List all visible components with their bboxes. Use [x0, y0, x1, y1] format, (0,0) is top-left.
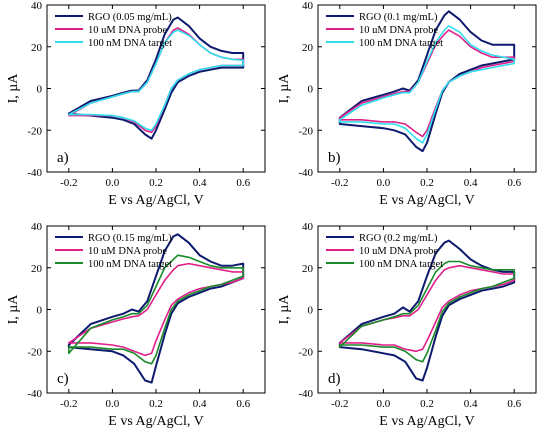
- panel-a-y-tick-label: 0: [37, 84, 43, 96]
- panel-c-x-tick-label: 0.0: [106, 398, 120, 410]
- panel-c-y-axis-label: I, µA: [6, 294, 21, 325]
- panel-a-legend-entry: RGO (0.05 mg/mL): [88, 12, 172, 23]
- panel-a-plot-area: -0.2 0.0 0.2 0.4 0.6 -40 -20 0 20 40: [27, 0, 266, 189]
- panel-d-x-tick-label: 0.0: [377, 398, 391, 410]
- panel-d-y-axis-label: I, µA: [277, 294, 292, 325]
- panel-d-y-tick-label: -20: [298, 346, 313, 358]
- panel-a-label: a): [57, 150, 69, 166]
- panel-c-y-tick-label: 40: [31, 221, 43, 233]
- panel-d-x-tick-label: 0.4: [464, 398, 478, 410]
- panel-a-series-line-3: [68, 29, 244, 132]
- panel-b-legend: RGO (0.1 mg/mL) 10 uM DNA probe 100 nM DNA…: [326, 12, 443, 49]
- panel-d-series-line-1: [338, 239, 516, 382]
- panel-a-x-axis-label: E vs Ag/AgCl, V: [108, 193, 203, 208]
- panel-c-y-tick-label: -40: [27, 388, 42, 400]
- panel-a-y-tick-label: -20: [27, 125, 42, 137]
- panel-d: -0.2 0.0 0.2 0.4 0.6 -40 -20 0 20 40 d) RGO (0.2 …: [277, 221, 537, 429]
- panel-d-x-axis-label: E vs Ag/AgCl, V: [379, 414, 474, 429]
- panel-c-label: c): [57, 371, 69, 387]
- panel-c-legend: RGO (0.15 mg/mL) 10 uM DNA probe 100 nM DN…: [55, 233, 172, 270]
- panel-d-y-tick-label: 40: [302, 221, 314, 233]
- panel-d-legend-entry: 100 nM DNA target: [359, 259, 443, 270]
- panel-c-series-line-3: [68, 254, 244, 365]
- panel-a-x-tick-label: -0.2: [60, 177, 77, 189]
- panel-c-x-tick-label: 0.6: [236, 398, 250, 410]
- panel-b-series-line-3: [339, 25, 515, 144]
- panel-d-series-line-3: [339, 260, 515, 363]
- panel-c-legend-entry: 100 nM DNA target: [88, 259, 172, 270]
- panel-d-y-tick-label: -40: [298, 388, 313, 400]
- panel-b-y-tick-label: 20: [302, 42, 314, 54]
- panel-b-y-tick-label: 40: [302, 0, 314, 12]
- panel-b-x-tick-label: -0.2: [331, 177, 348, 189]
- panel-d-y-tick-label: 20: [302, 263, 314, 275]
- panel-b-y-tick-label: -20: [298, 125, 313, 137]
- panel-b-legend-entry: 100 nM DNA target: [359, 38, 443, 49]
- panel-b-x-axis-label: E vs Ag/AgCl, V: [379, 193, 474, 208]
- panel-b-x-tick-label: 0.6: [507, 177, 521, 189]
- panel-c-x-tick-label: 0.4: [193, 398, 207, 410]
- panel-c-x-tick-label: -0.2: [60, 398, 77, 410]
- panel-c-x-tick-label: 0.2: [149, 398, 163, 410]
- panel-b-x-tick-label: 0.2: [420, 177, 434, 189]
- panel-c-legend-entry: RGO (0.15 mg/mL): [88, 233, 172, 244]
- panel-a-y-tick-label: 40: [31, 0, 43, 12]
- panel-d-legend-entry: 10 uM DNA probe: [359, 246, 438, 257]
- panel-c-x-axis-label: E vs Ag/AgCl, V: [108, 414, 203, 429]
- panel-b-y-tick-label: -40: [298, 167, 313, 179]
- panel-c-plot-area: -0.2 0.0 0.2 0.4 0.6 -40 -20 0 20 40: [27, 221, 266, 410]
- panel-c-y-tick-label: -20: [27, 346, 42, 358]
- panel-a-y-axis-label: I, µA: [6, 73, 21, 104]
- panel-a-y-tick-label: 20: [31, 42, 43, 54]
- panel-b-legend-entry: 10 uM DNA probe: [359, 25, 438, 36]
- panel-a-x-tick-label: 0.2: [149, 177, 163, 189]
- panel-d-legend: RGO (0.2 mg/mL) 10 uM DNA probe 100 nM DNA…: [326, 233, 443, 270]
- panel-a-x-tick-label: 0.4: [193, 177, 207, 189]
- panel-b-plot-area: -0.2 0.0 0.2 0.4 0.6 -40 -20 0 20 40: [298, 0, 537, 189]
- panel-b-y-tick-label: 0: [308, 84, 314, 96]
- panel-d-y-tick-label: 0: [308, 305, 314, 317]
- panel-a-legend-entry: 100 nM DNA target: [88, 38, 172, 49]
- panel-a-y-tick-label: -40: [27, 167, 42, 179]
- panel-b-x-tick-label: 0.4: [464, 177, 478, 189]
- panel-c: -0.2 0.0 0.2 0.4 0.6 -40 -20 0 20 40 c) RGO (0.15…: [6, 221, 266, 429]
- panel-b-y-axis-label: I, µA: [277, 73, 292, 104]
- panel-c-y-tick-label: 0: [37, 305, 43, 317]
- panel-d-label: d): [328, 371, 341, 387]
- panel-d-x-tick-label: 0.2: [420, 398, 434, 410]
- panel-b: -0.2 0.0 0.2 0.4 0.6 -40 -20 0 20 40 b) RGO (0.1 …: [277, 0, 537, 208]
- panel-b-x-tick-label: 0.0: [377, 177, 391, 189]
- panel-a-x-tick-label: 0.6: [236, 177, 250, 189]
- panel-d-legend-entry: RGO (0.2 mg/mL): [359, 233, 438, 244]
- panel-a-x-tick-label: 0.0: [106, 177, 120, 189]
- panel-b-legend-entry: RGO (0.1 mg/mL): [359, 12, 438, 23]
- panel-c-legend-entry: 10 uM DNA probe: [88, 246, 167, 257]
- panel-a-legend-entry: 10 uM DNA probe: [88, 25, 167, 36]
- panel-a-legend: RGO (0.05 mg/mL) 10 uM DNA probe 100 nM DN…: [55, 12, 172, 49]
- panel-d-plot-area: -0.2 0.0 0.2 0.4 0.6 -40 -20 0 20 40: [298, 221, 537, 410]
- panel-d-x-tick-label: -0.2: [331, 398, 348, 410]
- panel-b-label: b): [328, 150, 341, 166]
- panel-c-y-tick-label: 20: [31, 263, 43, 275]
- panel-a: -0.2 0.0 0.2 0.4 0.6 -40 -20 0 20 40 a) RGO (0.05…: [6, 0, 266, 208]
- panel-d-x-tick-label: 0.6: [507, 398, 521, 410]
